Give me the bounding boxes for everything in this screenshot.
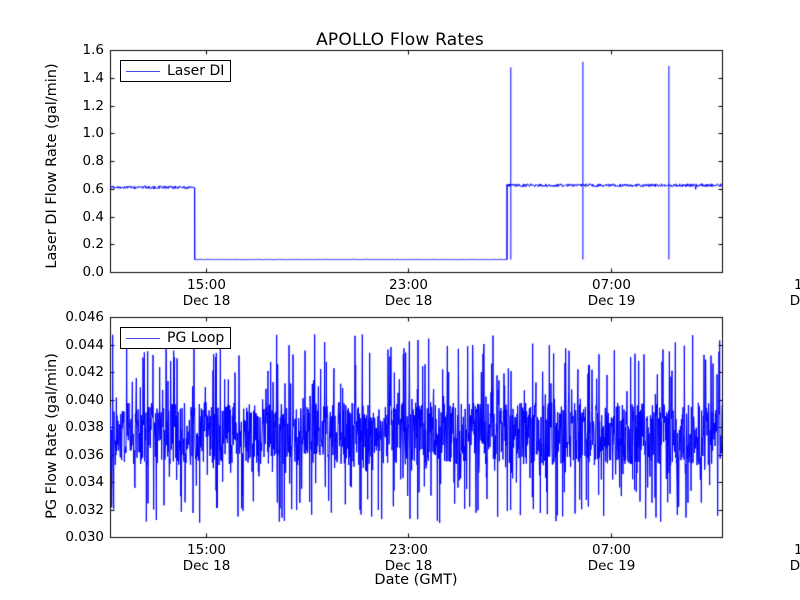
legend-line-sample-icon [126, 337, 160, 339]
x-tick-label-time: 15:00 [187, 277, 226, 293]
y-tick-label: 1.2 [82, 97, 104, 114]
legend-line-sample-icon [126, 70, 160, 72]
legend-label-pg-loop: PG Loop [167, 330, 225, 346]
y-tick-label: 1.6 [82, 41, 104, 58]
y-tick-label: 0.046 [65, 308, 104, 325]
x-tick-label-date: Dec 19 [789, 558, 800, 574]
x-tick-label-date: Dec 18 [182, 558, 231, 574]
y-tick-label: 0.036 [65, 446, 104, 463]
x-tick-label-date: Dec 19 [789, 293, 800, 309]
x-tick-label-time: 07:00 [592, 542, 631, 558]
y-tick-label: 0.4 [82, 208, 104, 225]
y-tick-label: 0.2 [82, 235, 104, 252]
x-tick-label-time: 07:00 [592, 277, 631, 293]
x-tick-label-date: Dec 18 [384, 293, 433, 309]
y-tick-label: 0.6 [82, 180, 104, 197]
legend-bottom-plot: PG Loop [120, 327, 232, 349]
y-tick-label: 1.0 [82, 124, 104, 141]
x-tick-label-time: 23:00 [389, 277, 428, 293]
y-tick-label: 0.040 [65, 391, 104, 408]
x-tick-label-time: 15:00 [187, 542, 226, 558]
x-tick-label-date: Dec 19 [587, 293, 636, 309]
y-tick-label: 0.030 [65, 528, 104, 545]
y-tick-label: 0.0 [82, 263, 104, 280]
y-tick-label: 0.032 [65, 501, 104, 518]
y-tick-label: 0.8 [82, 152, 104, 169]
x-tick-label-time: 15:00 [794, 277, 800, 293]
legend-label-laser-di: Laser DI [167, 63, 225, 79]
y-tick-label: 0.042 [65, 363, 104, 380]
x-tick-label-date: Dec 18 [384, 558, 433, 574]
y-tick-label: 0.038 [65, 418, 104, 435]
y-tick-label: 0.044 [65, 336, 104, 353]
legend-top-plot: Laser DI [120, 60, 232, 82]
x-tick-label-date: Dec 19 [587, 558, 636, 574]
x-tick-label-date: Dec 18 [182, 293, 231, 309]
x-tick-label-time: 23:00 [389, 542, 428, 558]
x-tick-label-time: 15:00 [794, 542, 800, 558]
y-tick-label: 0.034 [65, 473, 104, 490]
y-tick-label: 1.4 [82, 69, 104, 86]
